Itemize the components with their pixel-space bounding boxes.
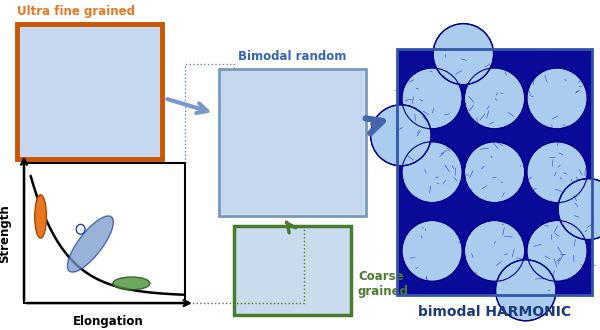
Text: bimodal HARMONIC: bimodal HARMONIC	[418, 305, 571, 319]
Circle shape	[527, 68, 587, 129]
Bar	[219, 69, 366, 216]
Circle shape	[402, 68, 463, 129]
Circle shape	[464, 68, 525, 129]
Ellipse shape	[35, 195, 46, 238]
Bar	[234, 226, 351, 315]
Text: Elongation: Elongation	[73, 315, 144, 328]
Circle shape	[464, 220, 525, 281]
Circle shape	[527, 142, 587, 203]
Circle shape	[464, 142, 525, 203]
Circle shape	[433, 24, 494, 84]
Circle shape	[527, 220, 587, 281]
Circle shape	[371, 105, 431, 166]
Text: Ultra fine grained: Ultra fine grained	[17, 5, 135, 18]
Circle shape	[402, 142, 463, 203]
Circle shape	[558, 179, 600, 240]
Ellipse shape	[113, 277, 150, 290]
Circle shape	[402, 220, 463, 281]
Bar	[397, 49, 592, 295]
Bar	[17, 24, 161, 159]
Bar	[397, 49, 592, 295]
Bar	[234, 226, 351, 315]
Bar	[24, 163, 185, 303]
Circle shape	[496, 260, 556, 321]
Text: Strength: Strength	[0, 204, 11, 263]
Bar	[17, 24, 161, 159]
Bar	[219, 69, 366, 216]
Ellipse shape	[67, 216, 113, 272]
Text: Coarse
grained: Coarse grained	[358, 270, 409, 298]
Text: Bimodal random: Bimodal random	[238, 50, 347, 63]
Bar	[221, 71, 364, 214]
